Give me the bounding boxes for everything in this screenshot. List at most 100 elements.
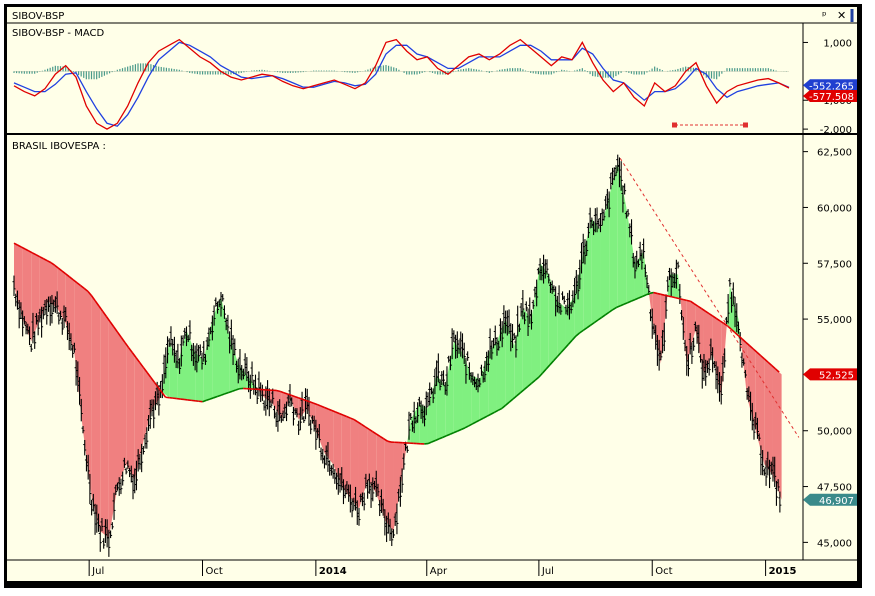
ma-fill-region — [376, 433, 385, 521]
price-tick-label: 62,500 — [817, 148, 852, 159]
ma-fill-region — [143, 367, 152, 442]
price-bar — [100, 517, 104, 532]
moving-average-line — [597, 316, 603, 321]
moving-average-line — [771, 364, 776, 370]
moving-average-line — [512, 395, 518, 400]
moving-average-line — [567, 339, 573, 345]
price-tick-label: 57,500 — [817, 259, 852, 270]
ma-fill-region — [540, 263, 549, 376]
price-bar — [79, 398, 83, 422]
price-bar — [736, 321, 740, 334]
ma-value-tag-text: 52,525 — [819, 370, 854, 381]
price-bar — [57, 312, 61, 325]
moving-average-line — [375, 433, 381, 437]
moving-average-line — [150, 376, 156, 383]
price-bar — [198, 344, 202, 356]
price-bar — [445, 366, 449, 396]
price-bar — [402, 453, 406, 470]
price-bar — [98, 525, 102, 552]
moving-average-line — [464, 425, 470, 429]
price-bar — [152, 399, 156, 429]
ma-fill-region — [648, 292, 653, 320]
close-value-tag-shape — [803, 493, 857, 506]
time-tick-label: Jul — [91, 566, 104, 577]
price-bar — [619, 161, 623, 191]
price-bar — [636, 259, 640, 268]
moving-average-line — [435, 438, 440, 442]
moving-average-line — [642, 294, 647, 298]
ma-fill-region — [108, 319, 118, 538]
moving-average-line — [538, 372, 544, 378]
price-bar — [22, 316, 26, 325]
moving-average-line — [157, 386, 163, 393]
price-bar — [350, 498, 354, 518]
price-bar — [102, 538, 106, 549]
moving-average-line — [516, 392, 521, 397]
signal-value-tag-shape — [803, 79, 857, 92]
price-bar — [585, 240, 589, 256]
ma-fill-region — [65, 273, 75, 353]
ma-fill-region — [333, 410, 342, 487]
moving-average-line — [494, 409, 499, 413]
moving-average-line — [449, 431, 455, 435]
moving-average-line — [127, 347, 133, 353]
price-bar — [97, 513, 101, 532]
price-bar — [721, 355, 725, 382]
price-bar — [126, 460, 130, 470]
price-bar — [626, 209, 630, 217]
ma-fill-region — [764, 358, 773, 476]
svg-text:ᵖ: ᵖ — [822, 9, 827, 22]
moving-average-line — [135, 357, 141, 363]
price-bar — [314, 419, 318, 450]
price-bar — [707, 358, 711, 376]
close-icon[interactable]: ✕ — [837, 9, 846, 22]
moving-average-line — [146, 371, 152, 378]
moving-average-line — [715, 317, 721, 322]
moving-average-line — [483, 415, 488, 419]
moving-average-line — [113, 326, 119, 333]
chart-background — [7, 7, 857, 581]
price-bar — [207, 327, 211, 347]
moving-average-line — [560, 347, 566, 354]
moving-average-line — [83, 287, 89, 292]
ma-fill-region — [100, 307, 109, 538]
pin-icon[interactable]: ᵖ — [822, 9, 827, 22]
ma-fill-region — [609, 162, 618, 313]
price-bar — [521, 289, 525, 320]
moving-average-line — [530, 379, 536, 385]
moving-average-line — [734, 331, 740, 337]
macd-plot — [13, 38, 790, 130]
price-bar — [405, 445, 409, 453]
price-bar — [164, 347, 168, 379]
price-bar — [576, 274, 580, 300]
moving-average-line — [57, 267, 63, 272]
macd-axis: 1,000-1,000-2,000-552.265-577.508 — [803, 38, 857, 136]
price-bar — [72, 342, 76, 353]
price-bar — [291, 406, 295, 426]
ma-fill-region — [703, 310, 713, 375]
price-bar — [586, 222, 590, 238]
price-bar — [764, 460, 768, 486]
ma-fill-region — [740, 337, 748, 398]
chart-canvas: SIBOV-BSP ᵖ ✕ SIBOV-BSP - MACD 1,000-1,0… — [7, 7, 857, 581]
price-bar — [774, 480, 778, 506]
price-bar — [119, 478, 123, 495]
moving-average-line — [612, 306, 617, 311]
price-bar — [450, 328, 454, 360]
price-plot — [12, 154, 800, 557]
moving-average-line — [664, 294, 669, 297]
price-bar — [517, 323, 521, 332]
price-bar — [248, 374, 252, 399]
price-bar — [166, 336, 170, 364]
price-bar — [773, 456, 777, 487]
moving-average-line — [290, 394, 296, 398]
moving-average-line — [46, 259, 52, 264]
ma-fill-region — [350, 418, 359, 509]
moving-average-line — [342, 414, 347, 418]
price-bar — [45, 298, 49, 325]
price-bar — [59, 310, 63, 320]
ma-fill-region — [591, 218, 601, 325]
time-tick-label: 2015 — [769, 566, 797, 577]
moving-average-line — [72, 279, 78, 284]
close-value-tag-text: 46,907 — [819, 496, 854, 507]
